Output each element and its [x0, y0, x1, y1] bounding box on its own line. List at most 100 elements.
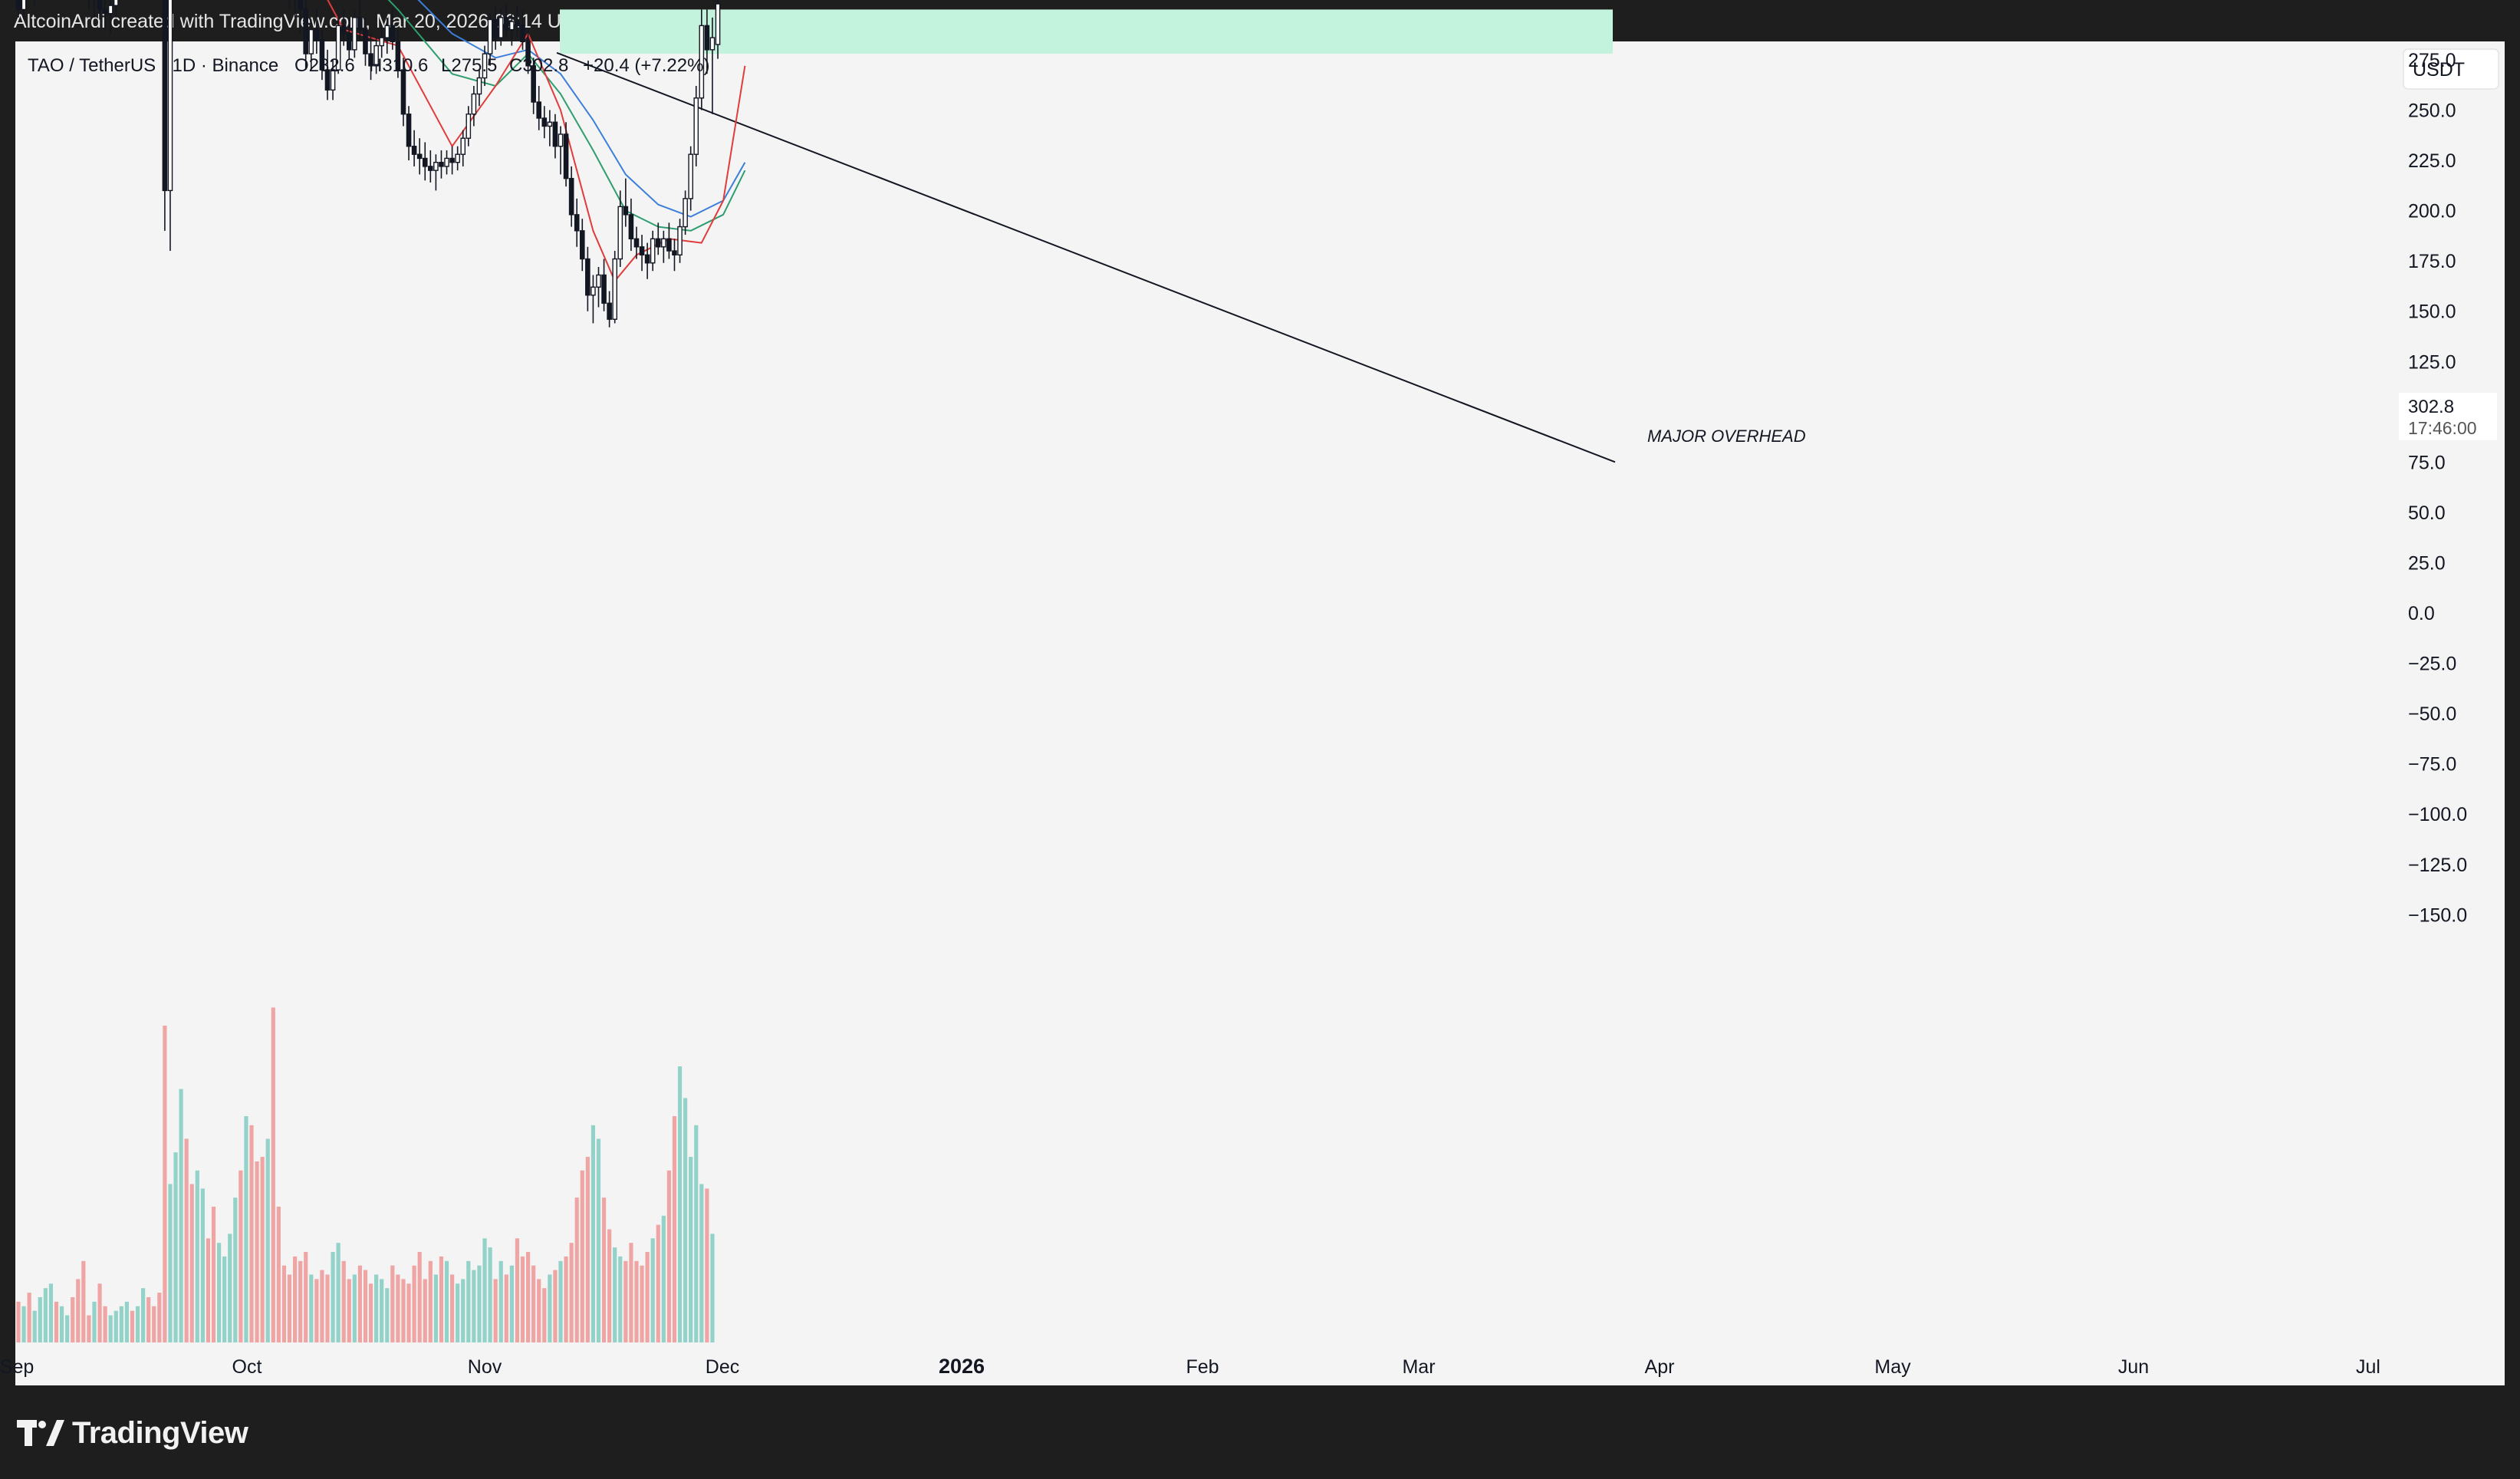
candle[interactable] — [379, 37, 384, 47]
candle[interactable] — [683, 198, 688, 228]
volume-bar — [488, 1247, 492, 1342]
candle[interactable] — [97, 0, 103, 11]
candle[interactable] — [428, 166, 433, 171]
candle[interactable] — [596, 274, 601, 288]
candle[interactable] — [444, 157, 449, 167]
candle[interactable] — [558, 133, 564, 147]
candle[interactable] — [607, 302, 612, 320]
candle[interactable] — [633, 238, 640, 248]
candle[interactable] — [21, 0, 27, 11]
candle[interactable] — [466, 114, 472, 139]
candle[interactable] — [601, 274, 607, 304]
candle[interactable] — [384, 25, 390, 38]
volume-bar — [135, 1306, 140, 1342]
candle[interactable] — [352, 17, 357, 51]
candle[interactable] — [314, 28, 320, 41]
candle[interactable] — [574, 214, 580, 232]
candle[interactable] — [709, 37, 716, 51]
price-tick-label: −25.0 — [2408, 654, 2456, 675]
candle[interactable] — [552, 121, 558, 147]
candle[interactable] — [298, 0, 303, 11]
candle[interactable] — [650, 238, 656, 264]
candle[interactable] — [439, 161, 444, 167]
candle[interactable] — [509, 21, 515, 31]
candle[interactable] — [460, 137, 466, 155]
candle[interactable] — [677, 226, 683, 255]
candle[interactable] — [368, 53, 373, 67]
candle[interactable] — [406, 114, 412, 147]
candle[interactable] — [330, 69, 336, 91]
volume-bar — [48, 1283, 54, 1342]
candle[interactable] — [324, 69, 331, 91]
candle[interactable] — [433, 161, 439, 171]
candle[interactable] — [655, 238, 661, 248]
candle[interactable] — [563, 133, 569, 180]
candle[interactable] — [395, 41, 401, 71]
candle[interactable] — [102, 8, 108, 15]
candle[interactable] — [579, 230, 585, 260]
candle[interactable] — [531, 65, 536, 103]
volume-bar — [32, 1310, 37, 1342]
volume-bar — [341, 1260, 346, 1342]
candle[interactable] — [525, 41, 531, 67]
candle[interactable] — [319, 39, 325, 71]
currency-badge[interactable]: USDT — [2403, 48, 2499, 90]
candle[interactable] — [644, 254, 650, 264]
descending-trendline[interactable] — [556, 51, 1616, 463]
candle[interactable] — [628, 214, 634, 240]
candle[interactable] — [688, 153, 693, 199]
candle[interactable] — [661, 238, 666, 248]
candle[interactable] — [612, 258, 617, 320]
candle[interactable] — [340, 25, 347, 35]
candle[interactable] — [591, 286, 596, 296]
candle[interactable] — [471, 93, 477, 115]
volume-bar — [157, 1293, 162, 1342]
candle[interactable] — [400, 69, 406, 115]
candle[interactable] — [715, 3, 721, 45]
candle[interactable] — [162, 0, 168, 192]
candle[interactable] — [704, 25, 710, 51]
candle[interactable] — [666, 238, 672, 252]
candle[interactable] — [107, 5, 113, 15]
candle[interactable] — [335, 25, 341, 71]
tradingview-logo[interactable]: TradingView — [17, 1411, 248, 1454]
candle[interactable] — [639, 246, 645, 255]
candle[interactable] — [585, 258, 591, 296]
candle[interactable] — [699, 25, 705, 99]
candle[interactable] — [416, 153, 423, 160]
candle[interactable] — [693, 97, 699, 155]
candle[interactable] — [568, 177, 574, 216]
candle[interactable] — [672, 250, 677, 255]
candle[interactable] — [617, 206, 623, 260]
candle[interactable] — [346, 33, 352, 51]
candle[interactable] — [167, 0, 173, 192]
candle[interactable] — [504, 17, 509, 31]
candle[interactable] — [303, 8, 309, 54]
volume-bar — [591, 1125, 596, 1342]
candle[interactable] — [623, 206, 629, 216]
candle[interactable] — [357, 17, 363, 31]
candle[interactable] — [308, 28, 314, 54]
candle[interactable] — [498, 17, 504, 38]
candle[interactable] — [363, 28, 368, 54]
candle[interactable] — [15, 0, 21, 11]
candle[interactable] — [515, 21, 520, 27]
candle[interactable] — [373, 44, 379, 67]
candle[interactable] — [449, 157, 455, 163]
candle[interactable] — [541, 117, 548, 127]
candle[interactable] — [411, 145, 417, 155]
candle[interactable] — [536, 101, 542, 119]
candle[interactable] — [455, 153, 460, 163]
candle[interactable] — [113, 0, 119, 6]
candle[interactable] — [520, 25, 525, 43]
volume-bar — [211, 1207, 216, 1342]
candle[interactable] — [390, 25, 396, 43]
candle[interactable] — [482, 53, 488, 79]
candle[interactable] — [487, 18, 493, 54]
chart-panel[interactable] — [15, 41, 2505, 1385]
candle[interactable] — [422, 157, 428, 167]
candle[interactable] — [492, 18, 498, 38]
candle[interactable] — [476, 77, 482, 95]
candle[interactable] — [547, 121, 553, 127]
